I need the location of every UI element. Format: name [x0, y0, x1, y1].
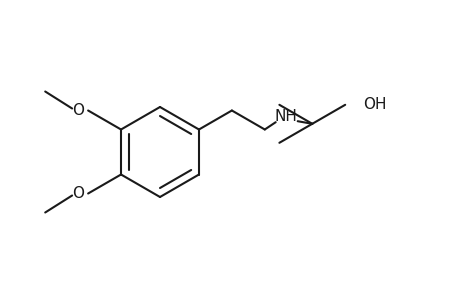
- Text: O: O: [72, 103, 84, 118]
- Text: O: O: [72, 186, 84, 201]
- Text: NH: NH: [274, 109, 297, 124]
- Text: OH: OH: [363, 97, 386, 112]
